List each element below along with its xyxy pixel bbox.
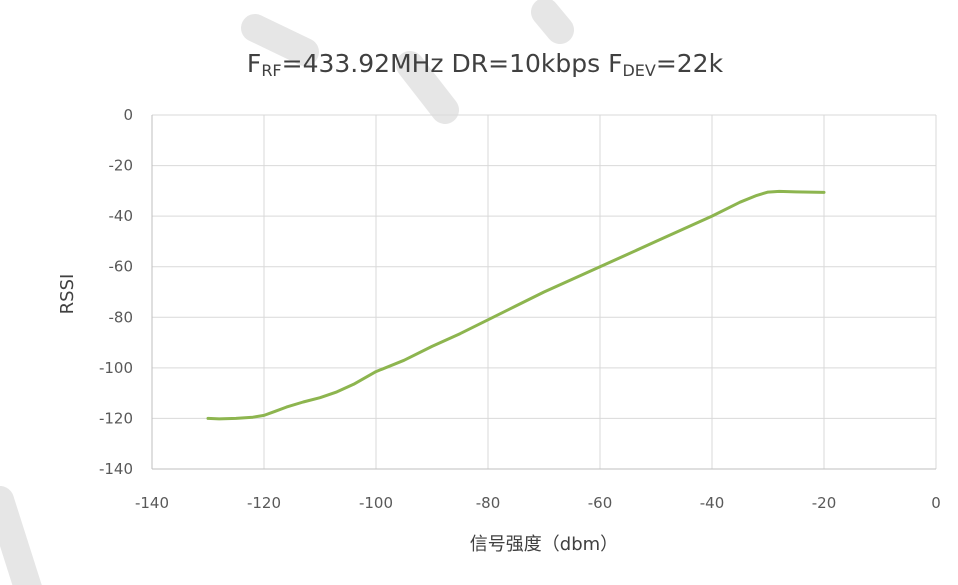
title-segment: F [247, 49, 261, 78]
y-tick-label: -120 [99, 409, 133, 427]
x-tick-label: -140 [135, 494, 169, 512]
y-tick-label: 0 [123, 106, 133, 124]
watermark-strokes [0, 0, 574, 585]
x-axis-title: 信号强度（dbm） [470, 534, 618, 555]
y-tick-label: -20 [109, 157, 134, 175]
y-tick-label: -40 [109, 207, 134, 225]
title-segment: =433.92MHz DR=10kbps F [282, 49, 623, 78]
y-tick-label: -100 [99, 359, 133, 377]
axes: -140 -120 -100 -80 -60 -40 -20 0 0 -20 -40 -60 -80 -1… [99, 106, 941, 512]
x-tick-label: -60 [588, 494, 613, 512]
series-line-rssi [206, 189, 826, 421]
y-tick-label: -60 [109, 258, 134, 276]
y-tick-label: -80 [109, 308, 134, 326]
x-tick-label: -100 [359, 494, 393, 512]
gridlines [152, 114, 937, 470]
x-tick-label: 0 [931, 494, 941, 512]
title-segment: =22k [656, 49, 724, 78]
x-tick-label: -120 [247, 494, 281, 512]
title-subscript: RF [261, 61, 281, 80]
x-tick-label: -80 [476, 494, 501, 512]
y-tick-label: -140 [99, 460, 133, 478]
x-tick-label: -20 [812, 494, 837, 512]
series-layer [206, 189, 826, 421]
chart-title: FRF=433.92MHz DR=10kbps FDEV=22k [247, 49, 724, 80]
title-subscript: DEV [622, 61, 655, 80]
y-axis-title: RSSI [57, 274, 78, 315]
x-tick-label: -40 [700, 494, 725, 512]
